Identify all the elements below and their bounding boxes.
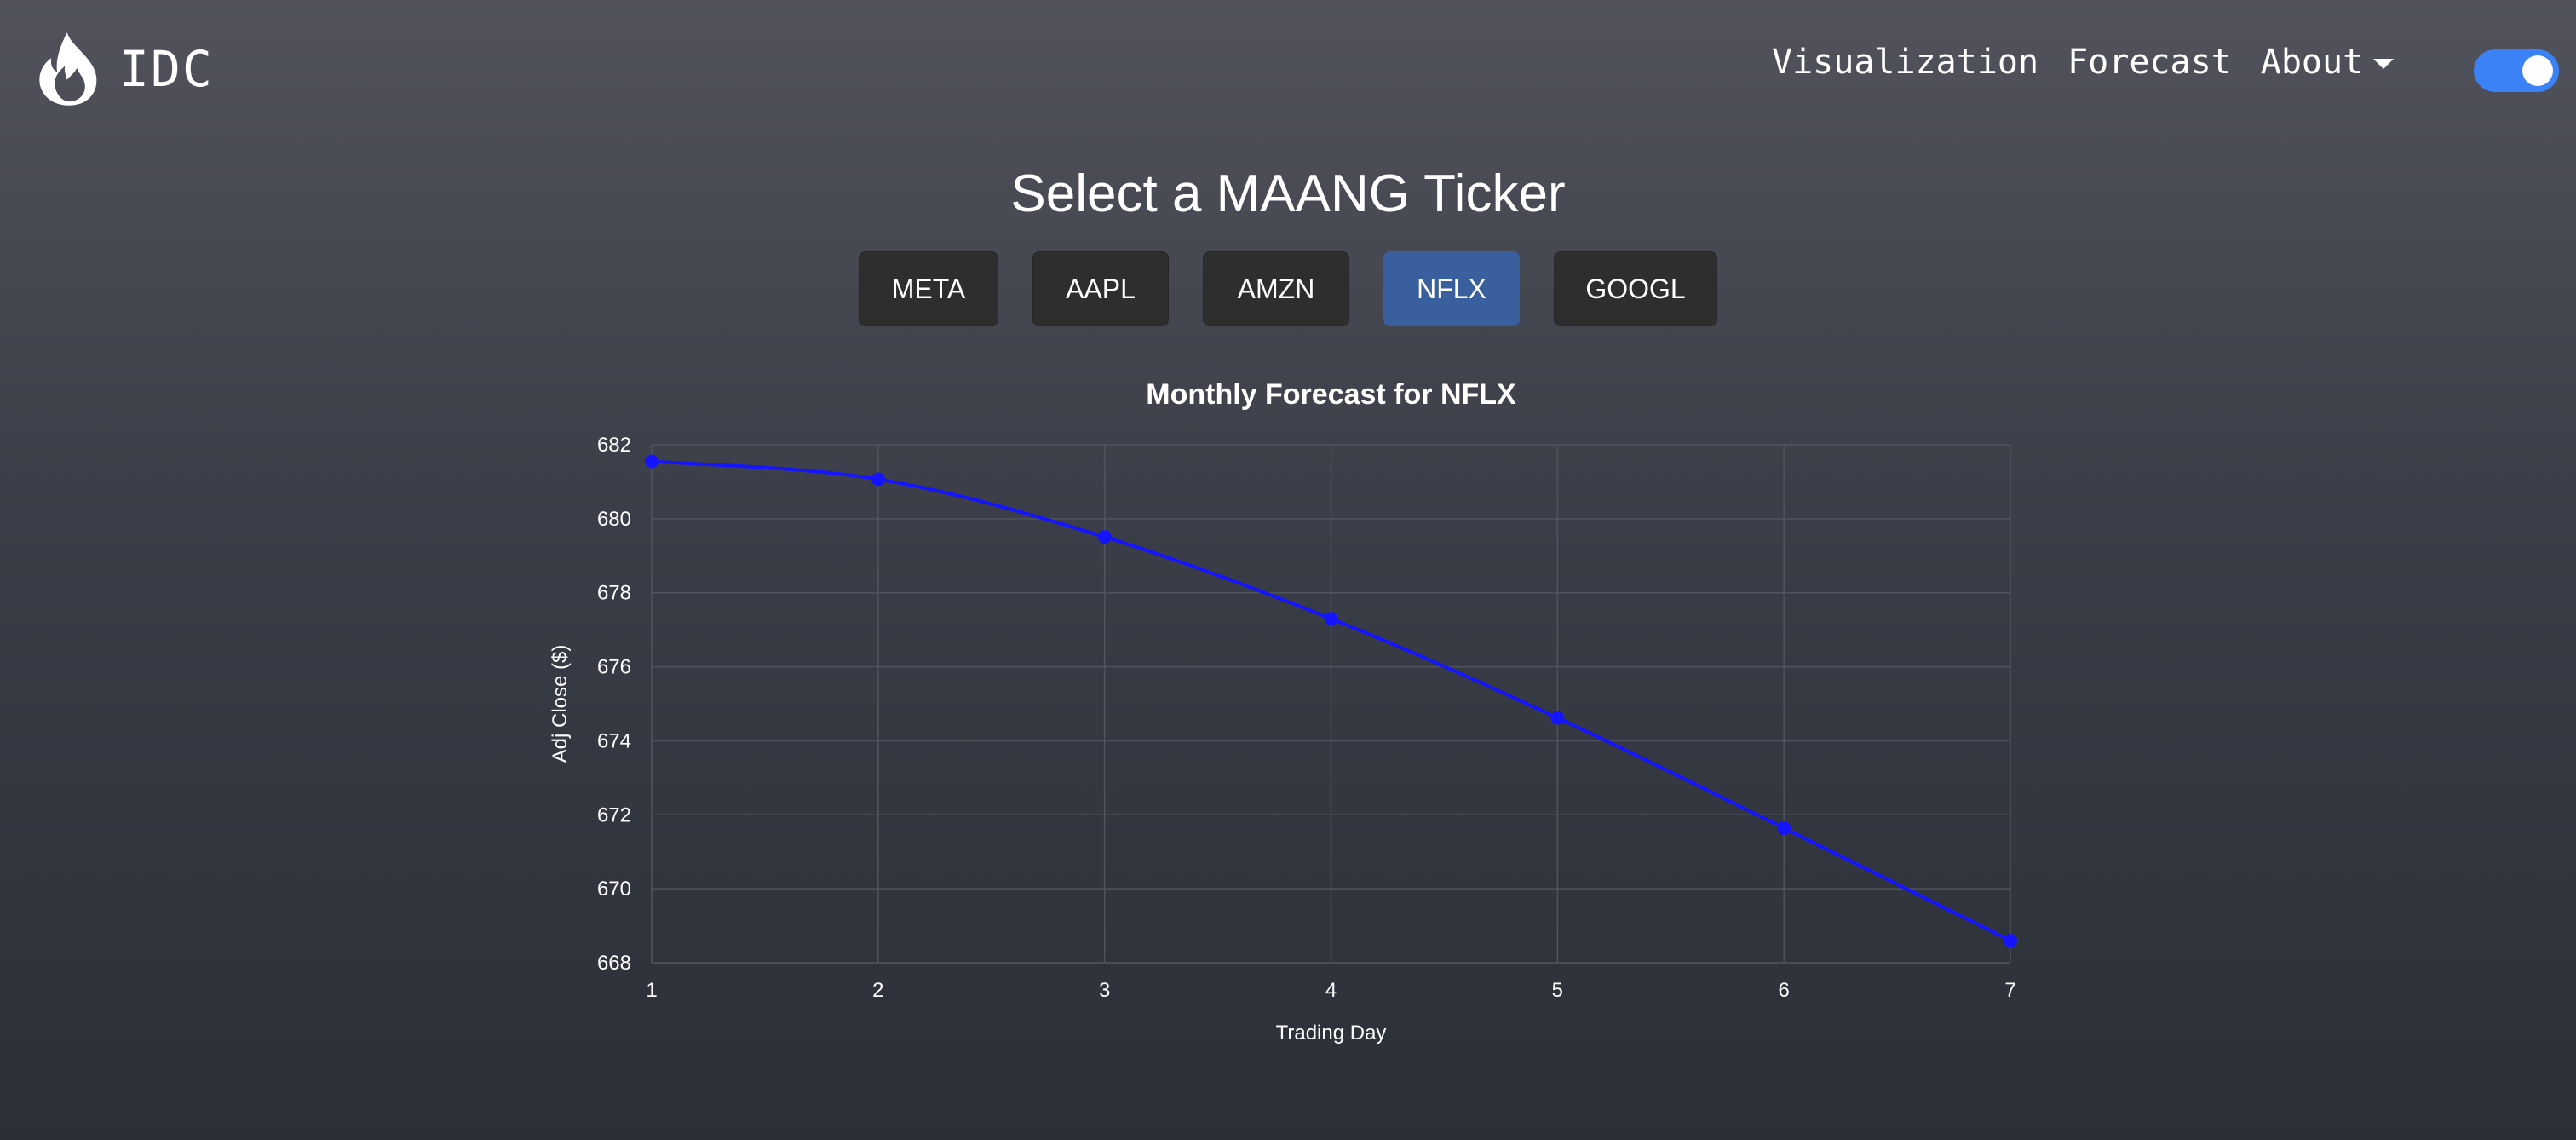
caret-down-icon — [2373, 59, 2395, 69]
forecast-chart: Monthly Forecast for NFLX 682 680 678 676 674… — [528, 375, 2061, 1057]
ticker-button-nflx[interactable]: NFLX — [1383, 251, 1520, 326]
data-point — [1777, 820, 1791, 835]
y-tick-label: 682 — [597, 434, 631, 457]
x-tick-label: 4 — [1325, 979, 1337, 1002]
page-heading: Select a MAANG Ticker — [1010, 164, 1566, 223]
data-point — [1097, 530, 1112, 544]
x-tick-label: 5 — [1552, 979, 1563, 1002]
y-tick-label: 670 — [597, 878, 631, 901]
brand-name: IDC — [119, 40, 214, 98]
y-tick-label: 676 — [597, 656, 631, 679]
ticker-button-amzn[interactable]: AMZN — [1203, 251, 1349, 326]
y-tick-label: 672 — [597, 803, 631, 826]
x-tick-label: 1 — [646, 979, 657, 1002]
y-axis-label: Adj Close ($) — [549, 645, 572, 763]
x-tick-label: 2 — [872, 979, 883, 1002]
data-point — [2004, 933, 2017, 947]
brand[interactable]: IDC — [37, 22, 214, 116]
nav-links: Visualization Forecast About — [1772, 43, 2395, 82]
data-point — [1324, 612, 1338, 626]
flame-icon — [39, 32, 97, 106]
ticker-button-googl[interactable]: GOOGL — [1554, 251, 1717, 326]
x-tick-label: 7 — [2004, 979, 2015, 1002]
nav-dropdown-about[interactable]: About — [2260, 43, 2395, 82]
x-tick-label: 6 — [1778, 979, 1789, 1002]
y-tick-label: 668 — [597, 952, 631, 975]
data-point — [1550, 711, 1565, 725]
ticker-button-aapl[interactable]: AAPL — [1032, 251, 1169, 326]
x-tick-label: 3 — [1099, 979, 1110, 1002]
x-axis-label: Trading Day — [1276, 1022, 1387, 1045]
y-tick-label: 680 — [597, 508, 631, 531]
ticker-button-group: META AAPL AMZN NFLX GOOGL — [859, 251, 1751, 326]
nav-link-forecast[interactable]: Forecast — [2067, 43, 2232, 82]
ticker-button-meta[interactable]: META — [859, 251, 998, 326]
chart-title: Monthly Forecast for NFLX — [1146, 378, 1516, 411]
nav-link-about-label: About — [2260, 43, 2364, 82]
data-point — [871, 472, 885, 487]
theme-toggle[interactable] — [2474, 49, 2559, 92]
data-point — [645, 454, 658, 469]
navbar: IDC Visualization Forecast About — [0, 0, 2576, 136]
y-tick-label: 678 — [597, 582, 631, 605]
nav-link-visualization[interactable]: Visualization — [1772, 43, 2039, 82]
forecast-chart-svg: Monthly Forecast for NFLX682680678676674… — [549, 378, 2017, 1045]
toggle-knob — [2522, 55, 2553, 86]
y-tick-label: 674 — [597, 729, 631, 752]
